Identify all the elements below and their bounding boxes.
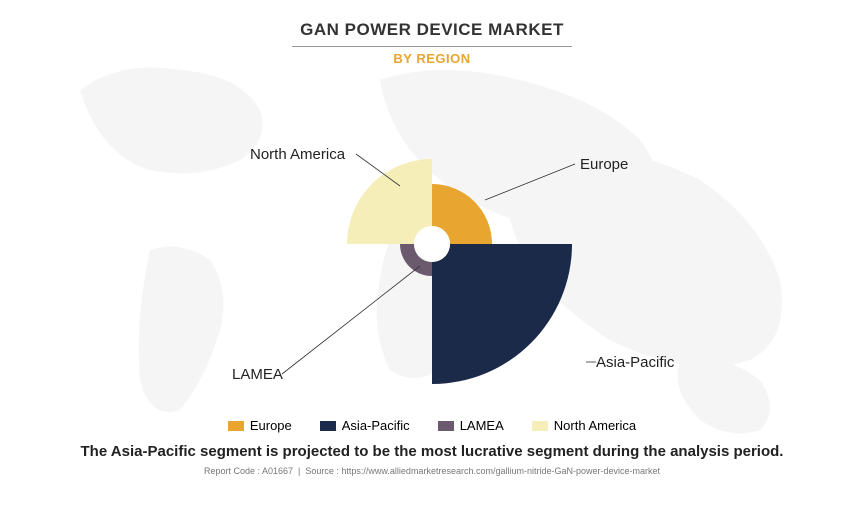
source-text: Source : https://www.alliedmarketresearc… <box>305 466 660 476</box>
chart-legend: Europe Asia-Pacific LAMEA North America <box>20 418 844 433</box>
legend-swatch <box>532 421 548 431</box>
legend-item-europe: Europe <box>228 418 292 433</box>
title-divider <box>292 46 572 47</box>
legend-label: Europe <box>250 418 292 433</box>
legend-item-lamea: LAMEA <box>438 418 504 433</box>
legend-swatch <box>228 421 244 431</box>
legend-swatch <box>320 421 336 431</box>
chart-subtitle: BY REGION <box>20 51 844 66</box>
legend-label: Asia-Pacific <box>342 418 410 433</box>
legend-item-north-america: North America <box>532 418 636 433</box>
leader-lamea <box>282 266 420 374</box>
chart-title: GAN POWER DEVICE MARKET <box>20 20 844 40</box>
leader-lines <box>20 74 864 414</box>
chart-footer: Report Code : A01667 | Source : https://… <box>20 466 844 476</box>
legend-label: North America <box>554 418 636 433</box>
leader-europe <box>485 164 575 200</box>
leader-north-america <box>356 154 400 186</box>
legend-item-asia-pacific: Asia-Pacific <box>320 418 410 433</box>
polar-chart-area: EuropeAsia-PacificLAMEANorth America <box>20 74 844 414</box>
chart-caption: The Asia-Pacific segment is projected to… <box>20 443 844 460</box>
legend-label: LAMEA <box>460 418 504 433</box>
report-code: Report Code : A01667 <box>204 466 293 476</box>
legend-swatch <box>438 421 454 431</box>
